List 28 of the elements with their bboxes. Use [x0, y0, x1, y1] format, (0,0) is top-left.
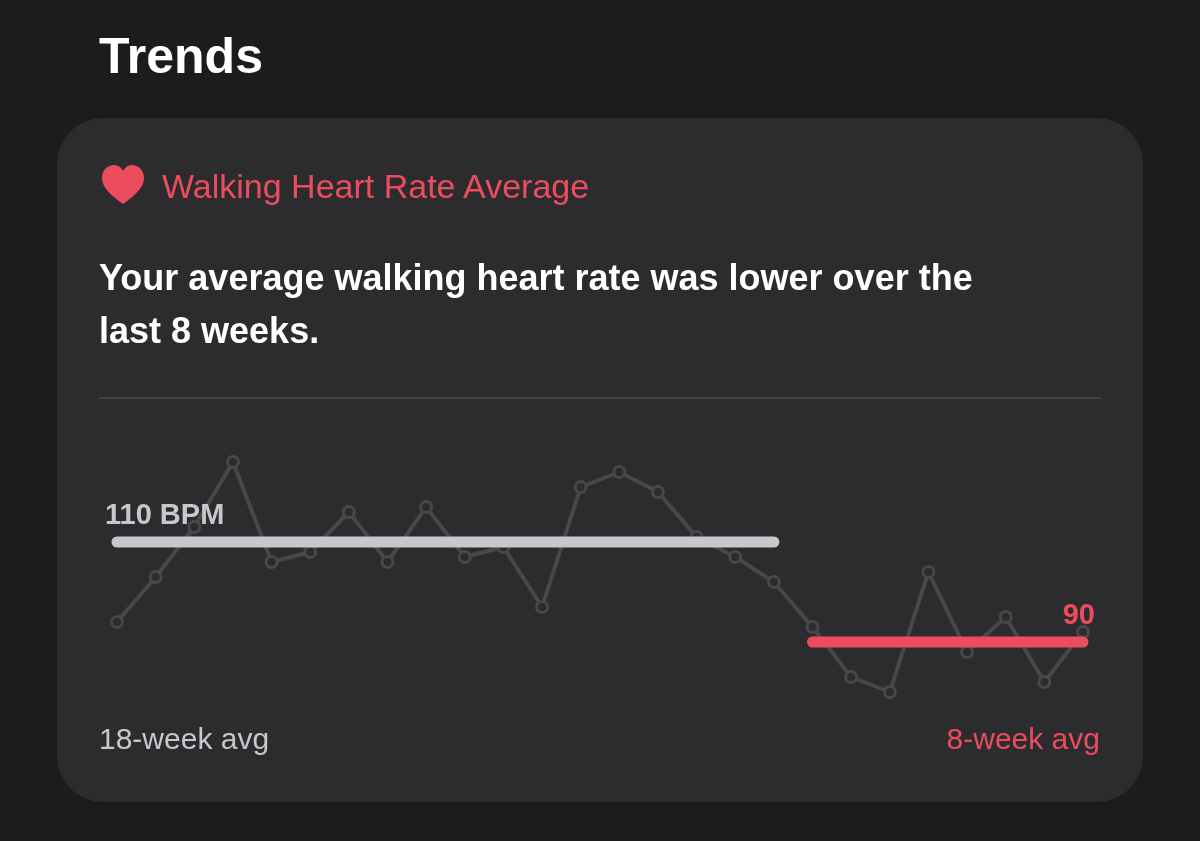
point: [728, 550, 743, 564]
point: [612, 465, 627, 479]
point: [380, 555, 395, 569]
point: [341, 505, 356, 519]
point: [1037, 675, 1052, 689]
data-label: 110 BPM: [105, 498, 225, 530]
point: [225, 455, 240, 469]
point: [1076, 625, 1090, 639]
text: 8-week avg: [946, 722, 1100, 755]
point: [882, 685, 897, 699]
point: [457, 550, 472, 564]
point: [264, 555, 279, 569]
text: Your average walking heart rate was lower over the last 8 weeks.: [99, 257, 973, 351]
point: [766, 575, 781, 589]
point: [148, 570, 163, 584]
point: [419, 500, 434, 514]
point: [805, 620, 820, 634]
point: [573, 480, 588, 494]
point: [110, 615, 124, 629]
chart-subtitle: Walking Heart Rate Average: [162, 167, 590, 205]
data-label: 90: [1062, 598, 1095, 630]
point: [650, 485, 665, 499]
point: [844, 670, 859, 684]
chart-title: Trends: [99, 28, 263, 84]
point: [535, 600, 550, 614]
point: [921, 565, 936, 579]
text: 18-week avg: [99, 722, 270, 755]
point: [998, 610, 1013, 624]
